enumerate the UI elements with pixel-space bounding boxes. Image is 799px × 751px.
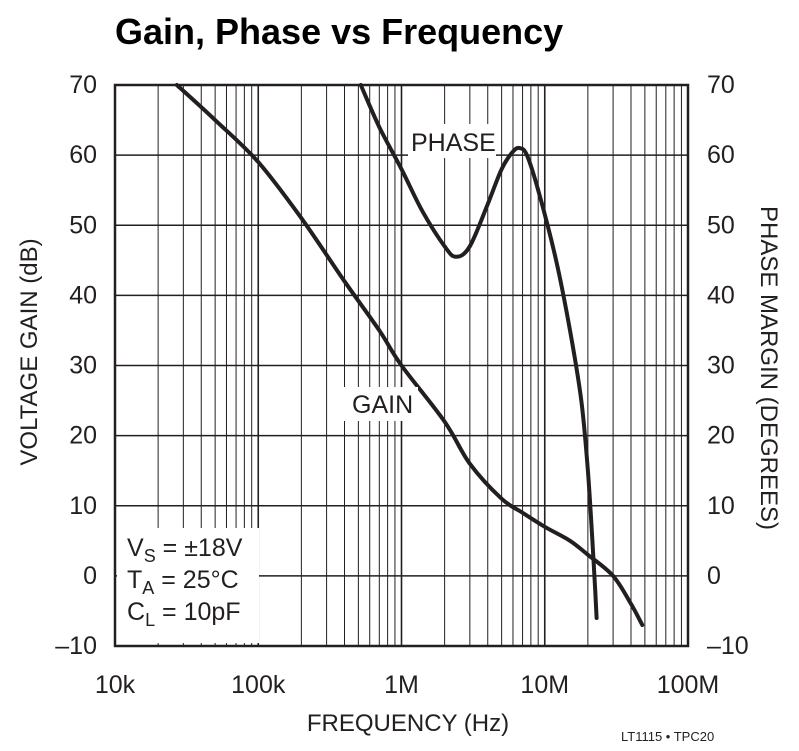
y-tick-label: 70 — [69, 71, 97, 99]
gain-label-bg — [336, 387, 418, 421]
x-tick-label: 10k — [95, 671, 136, 699]
y2-tick-label: 10 — [707, 492, 735, 520]
phase-label-bg — [408, 124, 496, 158]
y2-axis-label: PHASE MARGIN (DEGREES) — [755, 206, 782, 530]
condition-ta: TA = 25°C — [127, 566, 239, 598]
y-axis-label: VOLTAGE GAIN (dB) — [16, 238, 43, 465]
y-tick-label: 60 — [69, 141, 97, 169]
y-tick-label: 10 — [69, 492, 97, 520]
x-tick-label: 100k — [231, 671, 286, 699]
gain-curve-label: GAIN — [352, 391, 413, 419]
x-axis-ticks: 1M10k100k1M10M100M — [95, 671, 720, 699]
y2-tick-label: 30 — [707, 352, 735, 380]
x-tick-label: 10M — [520, 671, 569, 699]
y-tick-label: 20 — [69, 422, 97, 450]
y2-tick-label: 40 — [707, 281, 735, 309]
x-axis-label: FREQUENCY (Hz) — [307, 710, 509, 737]
y-tick-label: 30 — [69, 352, 97, 380]
y2-tick-label: 70 — [707, 71, 735, 99]
condition-cl: CL = 10pF — [127, 598, 241, 630]
y2-tick-label: 50 — [707, 211, 735, 239]
y2-tick-label: –10 — [707, 632, 749, 660]
y2-tick-label: 20 — [707, 422, 735, 450]
x-tick-label: 1M — [384, 671, 419, 699]
figure-footer: LT1115 • TPC20 — [621, 729, 714, 744]
conditions-box: VS = ±18V TA = 25°C CL = 10pF — [117, 528, 259, 643]
x-tick-label: 100M — [657, 671, 720, 699]
phase-curve-label: PHASE — [411, 129, 496, 157]
chart-title: Gain, Phase vs Frequency — [115, 11, 563, 52]
y2-tick-label: 0 — [707, 562, 721, 590]
plot-frame — [113, 83, 690, 648]
y2-tick-label: 60 — [707, 141, 735, 169]
y-tick-label: 50 — [69, 211, 97, 239]
y2-axis-ticks: 70 60 50 40 30 20 10 0 –10 — [707, 71, 749, 660]
y-tick-label: –10 — [55, 632, 97, 660]
phase-curve — [358, 83, 599, 620]
y-tick-label: 0 — [83, 562, 97, 590]
y-tick-label: 40 — [69, 281, 97, 309]
y-axis-ticks: 70 60 50 40 30 20 10 0 –10 — [55, 71, 97, 660]
condition-vs: VS = ±18V — [127, 534, 243, 566]
curves — [174, 83, 645, 627]
